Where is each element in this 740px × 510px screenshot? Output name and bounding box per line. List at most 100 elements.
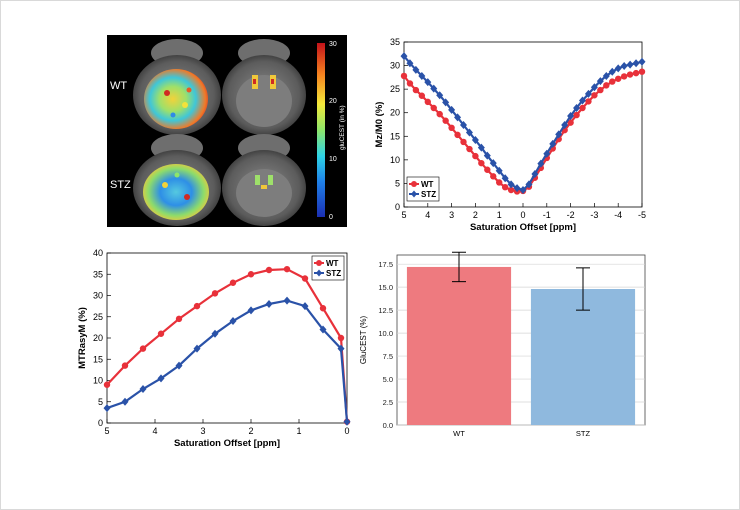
data-point: [626, 60, 634, 69]
y-axis-label: Mz/M0 (%): [374, 102, 385, 148]
data-point: [265, 300, 273, 308]
series-line-stz: [106, 299, 349, 422]
data-point: [418, 71, 426, 80]
data-point: [609, 78, 616, 85]
y-tick-label: 2.5: [383, 398, 393, 407]
y-tick-label: 5.0: [383, 375, 393, 384]
data-point: [139, 385, 147, 393]
colorbar-label: gluCEST (in %): [339, 105, 346, 150]
y-tick-label: 15: [93, 354, 103, 364]
data-point: [412, 65, 420, 74]
brain-map-panel: 30 20 10 0 gluCEST (in %) WT STZ: [107, 35, 347, 227]
cbar-tick: 30: [329, 41, 337, 48]
data-point: [585, 98, 592, 105]
x-tick-label: 5: [401, 210, 406, 220]
plot-frame: [403, 41, 643, 208]
y-tick-label: 40: [93, 248, 103, 258]
x-tick-label: -4: [614, 210, 622, 220]
row-label-wt: WT: [110, 80, 127, 92]
data-point: [614, 64, 622, 73]
legend-marker: [316, 269, 322, 277]
glucest-bar-chart: 0.0 2.5 5.0 7.5 10.0 12.5 15.0 17.5 WT STZ GluCEST…: [359, 251, 646, 438]
data-point: [301, 275, 309, 282]
x-tick-label: WT: [453, 429, 465, 438]
data-point: [430, 84, 438, 93]
data-point: [157, 330, 165, 337]
data-point: [478, 159, 485, 167]
x-tick-label: 4: [152, 426, 157, 436]
data-point: [406, 59, 414, 68]
data-point: [103, 404, 111, 413]
data-point: [567, 112, 575, 121]
data-point: [406, 80, 414, 87]
data-point: [193, 344, 201, 353]
data-point: [496, 179, 503, 186]
data-point: [400, 52, 408, 61]
data-point: [442, 117, 449, 124]
data-point: [501, 184, 509, 191]
y-tick-label: 12.5: [378, 306, 393, 315]
data-point: [229, 317, 237, 325]
data-point: [337, 344, 345, 353]
data-point: [615, 75, 622, 82]
data-point: [632, 69, 640, 77]
cbar-tick: 10: [329, 156, 337, 163]
x-tick-label: 5: [104, 426, 109, 436]
data-point: [632, 59, 640, 68]
data-point: [283, 296, 291, 305]
y-tick-label: 30: [390, 61, 400, 71]
legend-label-stz: STZ: [326, 269, 341, 278]
data-point: [602, 71, 610, 80]
stz-anatomical: [222, 134, 306, 226]
data-point: [301, 302, 309, 311]
legend-marker: [411, 190, 417, 198]
data-point: [460, 138, 467, 146]
data-point: [442, 98, 450, 107]
y-tick-label: 15.0: [378, 283, 393, 292]
legend-label-wt: WT: [421, 180, 434, 189]
data-point: [319, 325, 327, 334]
x-tick-label: 0: [520, 210, 525, 220]
data-point: [477, 143, 485, 152]
data-point: [103, 381, 111, 388]
data-point: [121, 397, 129, 406]
data-point: [626, 71, 634, 78]
data-point: [484, 166, 491, 173]
y-tick-label: 25: [390, 84, 400, 94]
data-point: [454, 131, 461, 139]
data-point: [400, 72, 408, 80]
data-point: [424, 78, 432, 87]
x-axis-label: Saturation Offset [ppm]: [174, 438, 280, 449]
data-point: [490, 173, 497, 180]
x-tick-label: 0: [344, 426, 349, 436]
data-point: [507, 186, 515, 194]
data-point: [436, 91, 444, 100]
legend-marker: [316, 260, 322, 266]
data-point: [549, 139, 557, 148]
y-tick-label: 10: [390, 155, 400, 165]
y-tick-label: 0: [395, 202, 400, 212]
data-point: [430, 104, 437, 112]
data-point: [501, 174, 509, 183]
y-tick-label: 0.0: [383, 421, 393, 430]
data-point: [495, 166, 503, 175]
data-point: [591, 92, 598, 99]
y-axis-label: MTRasyM (%): [77, 307, 88, 369]
z-spectrum-chart: 5 4 3 2 1 0 -1 -2 -3 -4 -505101520253035Saturation…: [374, 37, 646, 233]
series-line-wt: [403, 70, 643, 193]
data-point: [424, 98, 431, 106]
data-point: [337, 334, 345, 342]
cbar-tick: 0: [329, 214, 333, 221]
bar-wt: [406, 266, 512, 425]
y-tick-label: 30: [93, 291, 103, 301]
data-point: [448, 105, 456, 114]
data-point: [175, 361, 183, 370]
data-point: [283, 265, 291, 273]
x-tick-label: 2: [473, 210, 478, 220]
colorbar: [317, 43, 325, 217]
x-tick-label: 4: [425, 210, 430, 220]
data-point: [561, 120, 569, 129]
data-point: [584, 89, 592, 98]
data-point: [121, 362, 129, 369]
y-tick-label: 10: [93, 376, 103, 386]
